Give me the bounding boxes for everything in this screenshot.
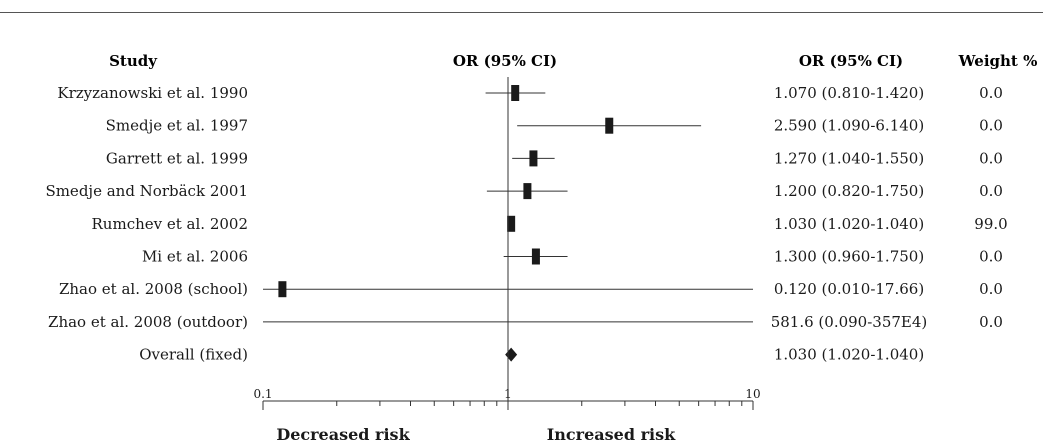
point-estimate: [507, 215, 516, 232]
increased-risk-label: Increased risk: [547, 425, 676, 444]
study-label: Smedje and Norbäck 2001: [45, 182, 248, 200]
study-label: Zhao et al. 2008 (outdoor): [48, 313, 248, 331]
study-label: Garrett et al. 1999: [106, 149, 248, 167]
weight-value: 0.0: [979, 313, 1003, 331]
study-label: Zhao et al. 2008 (school): [59, 280, 248, 298]
study-label: Mi et al. 2006: [142, 248, 248, 266]
weight-column-header: Weight %: [958, 52, 1038, 70]
point-estimate: [531, 248, 540, 265]
point-estimate: [278, 281, 287, 298]
weight-value: 0.0: [979, 117, 1003, 135]
decreased-risk-label: Decreased risk: [276, 425, 410, 444]
or-ci-value: 2.590 (1.090-6.140): [774, 117, 924, 135]
weight-value: 0.0: [979, 84, 1003, 102]
study-label: Rumchev et al. 2002: [92, 215, 248, 233]
top-rule: [0, 12, 1043, 13]
point-estimate: [511, 85, 520, 101]
weight-value: 0.0: [979, 149, 1003, 167]
point-estimate: [605, 117, 614, 134]
x-tick-label: 0.1: [253, 387, 272, 401]
or-ci-value: 1.030 (1.020-1.040): [774, 346, 924, 364]
weight-value: 0.0: [979, 280, 1003, 298]
overall-diamond: [505, 347, 518, 362]
weight-value: 99.0: [974, 215, 1007, 233]
plot-column-header: OR (95% CI): [453, 52, 557, 70]
weight-value: 0.0: [979, 182, 1003, 200]
study-label: Overall (fixed): [139, 346, 248, 364]
study-label: Krzyzanowski et al. 1990: [57, 84, 248, 102]
x-tick-label: 10: [745, 387, 760, 401]
or-ci-value: 1.200 (0.820-1.750): [774, 182, 924, 200]
point-estimate: [523, 183, 532, 200]
or-ci-value: 0.120 (0.010-17.66): [774, 280, 924, 298]
or-ci-value: 1.030 (1.020-1.040): [774, 215, 924, 233]
or-ci-value: 1.300 (0.960-1.750): [774, 248, 924, 266]
or-column-header: OR (95% CI): [799, 52, 903, 70]
or-ci-value: 1.070 (0.810-1.420): [774, 84, 924, 102]
point-estimate: [529, 150, 538, 167]
x-tick-label: 1: [504, 387, 512, 401]
study-label: Smedje et al. 1997: [106, 117, 248, 135]
study-column-header: Study: [109, 52, 158, 70]
or-ci-value: 1.270 (1.040-1.550): [774, 149, 924, 167]
weight-value: 0.0: [979, 248, 1003, 266]
or-ci-value: 581.6 (0.090-357E4): [771, 313, 928, 331]
